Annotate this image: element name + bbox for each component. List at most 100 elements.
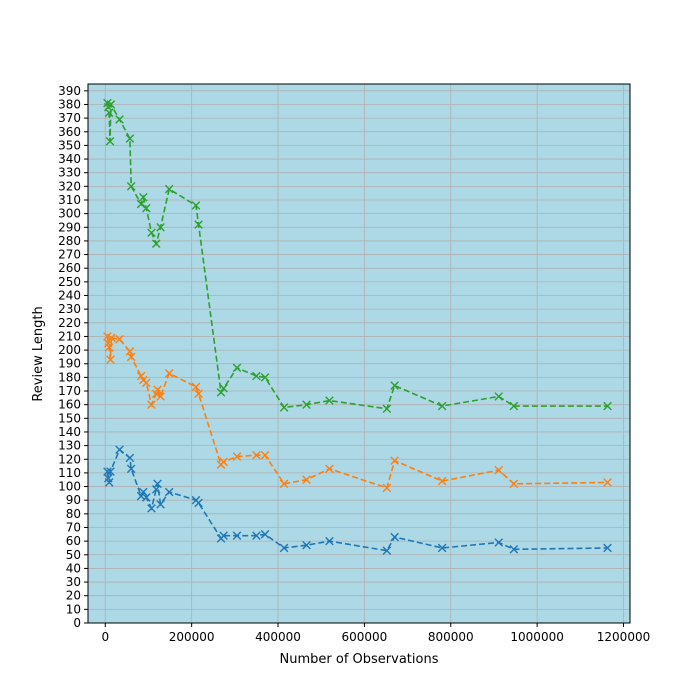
data-point-marker [164,184,174,194]
data-point-marker [151,239,161,248]
data-point-marker [138,192,148,202]
data-point-marker [156,392,165,401]
data-point-marker [216,388,226,397]
x-tick-label: 600000 [341,630,387,644]
data-point-marker [232,531,242,540]
y-tick-label: 0 [73,616,81,630]
y-tick-label: 290 [58,220,81,234]
data-point-marker [219,384,228,393]
data-point-marker [194,498,203,508]
data-point-marker [325,396,334,405]
data-point-marker [260,373,270,382]
data-point-marker [437,401,447,411]
data-point-marker [164,368,174,378]
y-tick-label: 390 [58,84,81,98]
y-tick-label: 320 [58,179,81,193]
y-tick-label: 90 [66,493,81,507]
data-point-marker [252,371,261,381]
data-point-marker [494,538,504,547]
data-point-marker [142,493,151,502]
y-tick-label: 120 [58,452,81,466]
x-tick-label: 1200000 [597,630,650,644]
y-tick-label: 130 [58,439,81,453]
x-tick-label: 800000 [428,630,474,644]
y-tick-label: 30 [66,575,81,589]
data-point-marker [494,465,504,475]
data-point-marker [302,540,311,550]
y-tick-label: 370 [58,111,81,125]
x-axis: 0 200000 400000 600000 800000 1000000 1200000 [101,623,650,644]
data-point-marker [136,491,146,501]
data-point-marker [125,134,135,143]
data-point-marker [252,450,261,460]
y-tick-label: 180 [58,370,81,384]
y-tick-label: 110 [58,466,81,480]
data-point-marker [603,478,612,487]
data-point-marker [103,467,112,476]
y-tick-label: 40 [66,561,81,575]
data-point-marker [382,546,392,555]
data-point-marker [260,530,270,539]
data-point-marker [106,355,115,364]
y-tick-label: 50 [66,548,81,562]
y-axis: 0102030405060708090100110120130140150160… [58,84,88,630]
data-point-marker [219,531,228,540]
y-tick-label: 380 [58,97,81,111]
y-tick-label: 360 [58,125,81,139]
data-point-marker [390,532,399,542]
y-tick-label: 230 [58,302,81,316]
data-point-marker [219,457,228,467]
data-point-marker [104,343,114,352]
data-point-marker [105,137,115,146]
x-tick-label: 1000000 [510,630,563,644]
data-point-marker [153,479,162,489]
x-axis-label: Number of Observations [280,652,439,667]
data-point-marker [138,487,148,497]
data-point-marker [136,199,146,209]
data-point-marker [494,392,504,401]
data-point-marker [142,203,151,213]
series-2 [103,98,612,414]
y-tick-label: 330 [58,166,81,180]
data-point-marker [156,499,165,509]
data-point-marker [302,400,311,409]
data-point-marker [156,222,165,232]
y-tick-label: 310 [58,193,81,207]
data-point-marker [260,450,270,460]
y-tick-label: 70 [66,520,81,534]
y-tick-label: 20 [66,589,81,603]
data-point-marker [126,464,136,474]
data-point-marker [603,543,612,553]
data-point-marker [382,483,392,493]
y-axis-label: Review Length [31,306,46,401]
y-tick-label: 300 [58,207,81,221]
data-point-marker [147,504,156,513]
data-point-marker [107,333,116,343]
series-1 [103,332,612,493]
series-group [103,98,612,555]
data-point-marker [437,543,447,553]
data-point-marker [279,543,289,553]
y-tick-label: 250 [58,275,81,289]
y-tick-label: 60 [66,534,81,548]
data-point-marker [232,363,242,373]
y-tick-label: 280 [58,234,81,248]
x-tick-label: 400000 [255,630,301,644]
y-tick-label: 240 [58,289,81,303]
data-point-marker [194,220,203,229]
data-point-marker [164,487,174,497]
data-point-marker [302,475,311,485]
data-point-marker [104,478,114,487]
y-tick-label: 140 [58,425,81,439]
data-point-marker [232,452,242,461]
data-point-marker [126,182,136,191]
data-point-marker [106,467,115,476]
data-point-marker [382,404,392,414]
data-point-marker [509,545,519,554]
data-point-marker [106,100,116,109]
data-point-marker [191,201,201,210]
data-point-marker [153,385,162,394]
data-point-marker [115,334,124,344]
data-point-marker [437,476,447,486]
